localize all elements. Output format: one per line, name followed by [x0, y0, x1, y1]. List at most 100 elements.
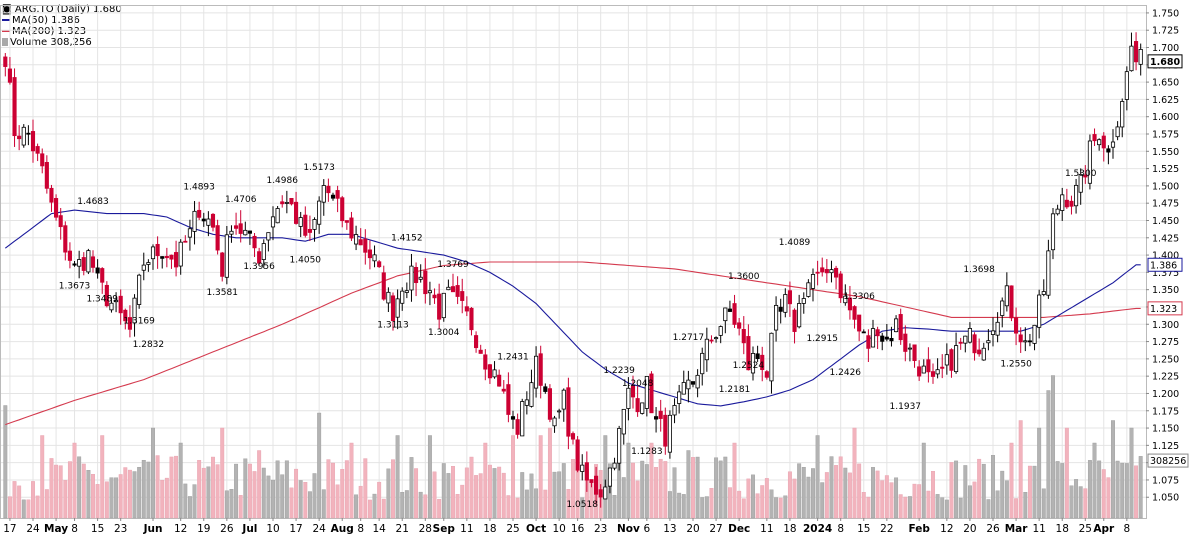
volume-bars — [3, 375, 1143, 519]
x-tick-label: 8 — [1124, 523, 1131, 535]
candle-body — [561, 389, 566, 410]
candle-body — [935, 369, 940, 375]
volume-bar — [114, 477, 119, 519]
candle-body — [7, 68, 12, 83]
legend-volume: Volume 308,256 — [2, 37, 122, 48]
x-tick-label: 22 — [880, 523, 893, 535]
volume-bar — [151, 427, 155, 519]
volume-bar — [326, 459, 331, 519]
candle-body — [714, 337, 719, 340]
candle-body — [104, 284, 109, 307]
candle-body — [543, 386, 548, 392]
candle-body — [538, 353, 543, 386]
volume-bar — [547, 427, 552, 519]
current-price-tag-label: 1.680 — [1150, 57, 1180, 68]
legend-ma200: MA(200) 1.323 — [2, 26, 122, 37]
price-annotation: 1.3169 — [123, 317, 155, 327]
volume-bar — [889, 482, 894, 519]
volume-bar — [903, 496, 908, 519]
ma200-swatch — [2, 30, 10, 32]
candle-body — [552, 417, 557, 427]
volume-bar — [774, 497, 779, 519]
x-tick-label: 25 — [506, 523, 519, 535]
candle-body — [404, 290, 409, 293]
candle-body — [1097, 139, 1102, 146]
candle-body — [635, 398, 640, 413]
candle-body — [1055, 208, 1060, 215]
volume-bar — [658, 458, 663, 519]
x-tick-label: 10 — [266, 523, 279, 535]
ma50-tag-box — [1147, 257, 1183, 272]
y-tick-label: 1.550 — [1152, 147, 1179, 158]
volume-bar — [358, 485, 363, 519]
candle-body — [354, 234, 359, 245]
volume-bar — [1078, 486, 1083, 519]
legend-volume-text: Volume 308,256 — [10, 37, 92, 48]
candle-body — [626, 387, 631, 409]
candle-body — [575, 439, 580, 471]
volume-bar — [967, 485, 972, 519]
volume-bar — [174, 455, 179, 519]
candle-body — [395, 298, 400, 318]
candle-body — [160, 256, 165, 259]
x-tick-label: 8 — [357, 523, 364, 535]
candle-body — [801, 298, 806, 304]
volume-bar — [40, 435, 45, 519]
volume-swatch — [2, 38, 8, 46]
candle-body — [501, 388, 506, 392]
candle-body — [589, 479, 594, 483]
candle-body — [81, 257, 86, 271]
volume-bar — [1115, 460, 1120, 519]
volume-bar — [335, 484, 340, 519]
candle-body — [861, 331, 866, 334]
volume-bar — [164, 477, 169, 519]
candle-body — [137, 274, 142, 305]
x-tick-label: 19 — [197, 523, 210, 535]
volume-bar — [414, 468, 419, 519]
x-tick-label: Feb — [908, 523, 930, 535]
candle-body — [875, 329, 880, 337]
candle-body — [815, 271, 820, 274]
candle-body — [644, 375, 649, 409]
candle-body — [529, 382, 534, 407]
candle-body — [898, 314, 903, 341]
volume-bar — [224, 490, 229, 519]
x-tick-label: 18 — [483, 523, 496, 535]
volume-bar — [381, 498, 386, 519]
candle-body — [67, 250, 72, 261]
volume-bar — [54, 464, 59, 519]
y-tick-label: 1.725 — [1152, 26, 1179, 37]
volume-bar — [783, 495, 788, 519]
volume-bar — [220, 427, 225, 519]
volume-bar — [160, 480, 165, 519]
volume-bar — [691, 457, 695, 519]
candle-body — [307, 228, 312, 233]
volume-bar — [1074, 479, 1079, 519]
candle-body — [492, 369, 497, 378]
price-annotation: 1.4986 — [266, 176, 298, 186]
candle-body — [1004, 285, 1009, 307]
candle-body — [289, 197, 294, 205]
candle-body — [390, 295, 396, 322]
candle-body — [723, 307, 728, 322]
candle-body — [787, 290, 792, 305]
volume-bar — [386, 468, 391, 519]
volume-bar — [871, 467, 875, 519]
volume-bar — [635, 480, 640, 519]
volume-bar — [1000, 470, 1005, 519]
x-tick-label: 27 — [709, 523, 722, 535]
candle-body — [386, 291, 391, 304]
candle-body — [894, 318, 899, 333]
candle-body — [335, 190, 340, 199]
volume-bar — [917, 484, 922, 519]
y-tick-label: 1.050 — [1152, 493, 1179, 504]
y-tick-label: 1.500 — [1152, 181, 1179, 192]
volume-bar — [954, 460, 959, 519]
volume-bar — [17, 485, 22, 519]
volume-bar — [367, 499, 372, 519]
volume-bar — [483, 442, 488, 519]
candle-body — [880, 335, 885, 342]
volume-bar — [72, 442, 77, 519]
volume-bar — [132, 471, 137, 519]
candle-body — [49, 187, 54, 203]
